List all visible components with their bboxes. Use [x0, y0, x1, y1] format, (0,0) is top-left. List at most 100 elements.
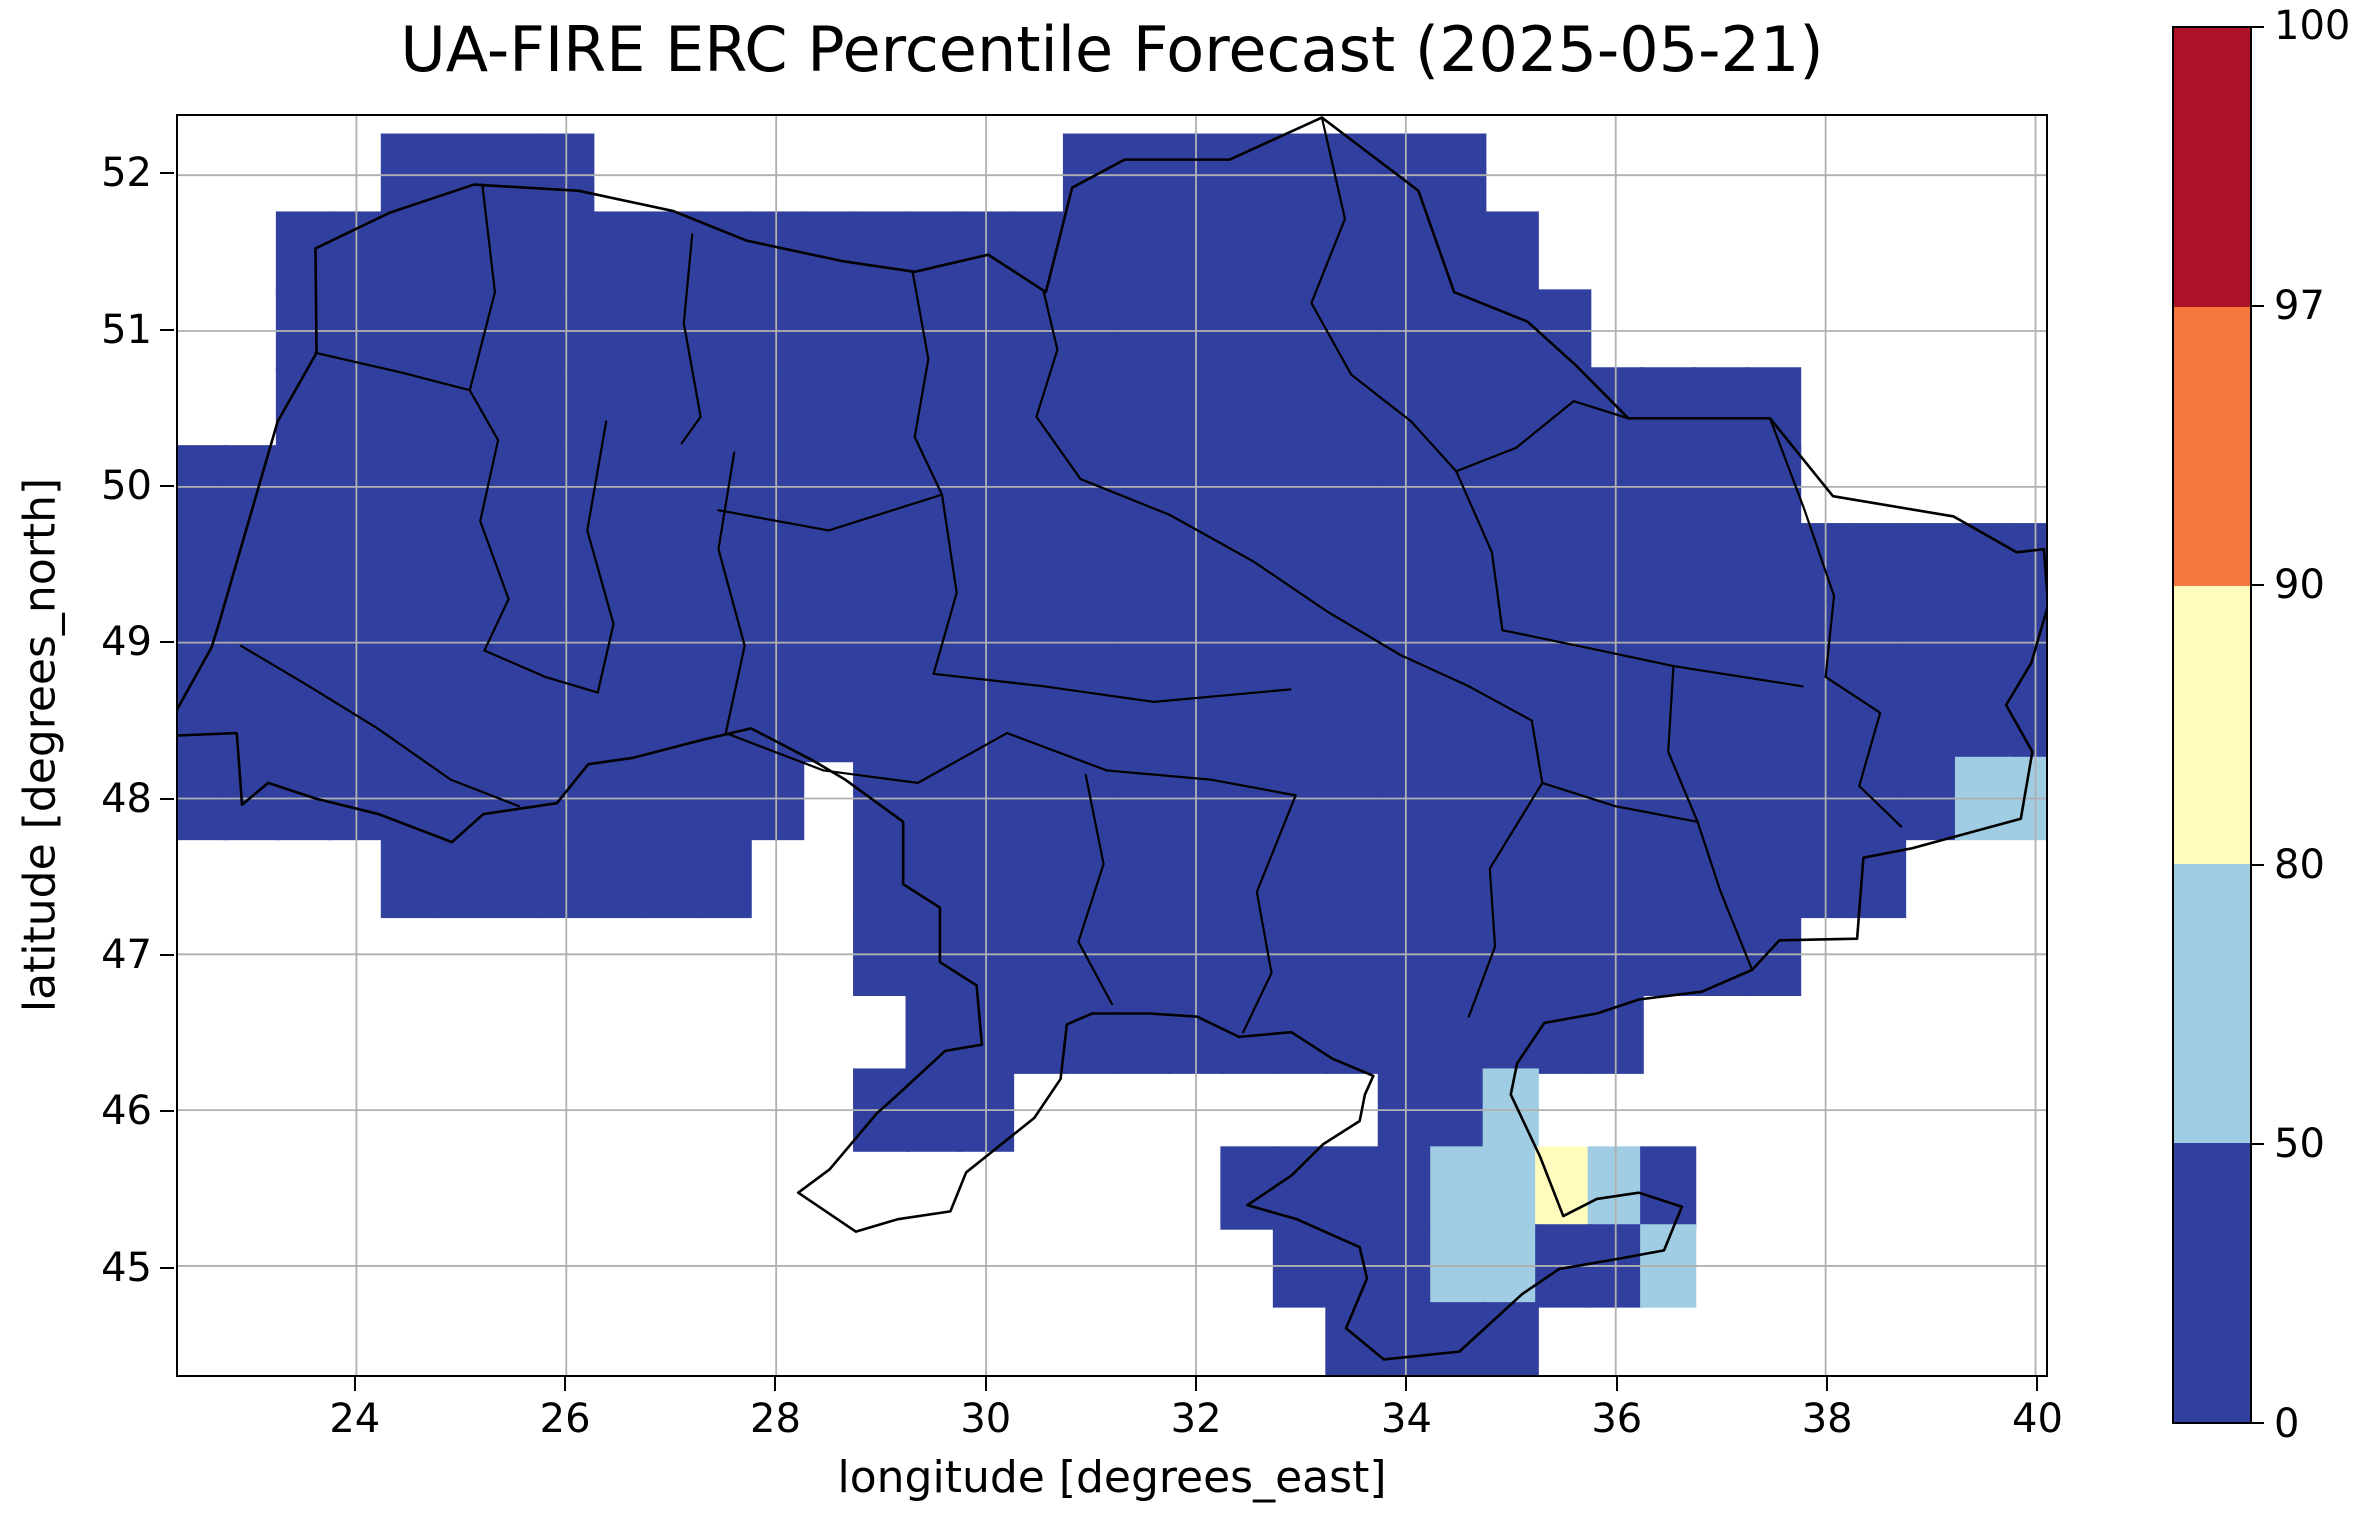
map-cell: [800, 523, 857, 607]
map-cell: [433, 211, 490, 295]
map-svg: [178, 116, 2046, 1375]
map-cell: [1902, 678, 1959, 763]
map-cell: [1220, 211, 1277, 295]
x-tick-label: 34: [1381, 1396, 1432, 1442]
map-cell: [800, 678, 857, 763]
map-cell: [1220, 367, 1277, 451]
map-cell: [1482, 367, 1539, 451]
map-cell: [1062, 523, 1120, 607]
y-tick-mark: [160, 1110, 174, 1113]
oblast-boundary: [1469, 783, 1542, 1017]
colorbar-tick-label: 100: [2274, 3, 2351, 49]
map-cell: [1482, 678, 1539, 763]
map-cell: [1482, 990, 1539, 1074]
map-cell: [853, 678, 910, 763]
colorbar-tick-label: 0: [2274, 1401, 2300, 1447]
map-cell: [1482, 1146, 1539, 1230]
x-tick-mark: [564, 1377, 567, 1391]
y-tick-mark: [160, 172, 174, 175]
colorbar-tick-mark: [2252, 304, 2264, 307]
map-cell: [1272, 834, 1329, 919]
map-cell: [275, 523, 333, 607]
map-cell: [590, 523, 647, 607]
oblast-boundary: [1532, 721, 1698, 822]
colorbar-segment: [2174, 306, 2250, 586]
map-cell: [433, 834, 490, 919]
map-cell: [1010, 834, 1067, 919]
x-tick-mark: [1615, 1377, 1618, 1391]
map-cell: [380, 834, 437, 919]
oblast-boundary: [1036, 292, 1080, 479]
map-cell: [590, 367, 647, 451]
map-cell: [1535, 523, 1592, 607]
colorbar-tick-label: 50: [2274, 1121, 2325, 1168]
oblast-boundary: [1351, 375, 1456, 472]
y-tick-label: 51: [101, 306, 152, 353]
map-cell: [1640, 523, 1697, 607]
map-cell: [643, 523, 700, 607]
map-cell: [1325, 211, 1382, 295]
colorbar-tick-mark: [2252, 863, 2264, 866]
chart-title: UA-FIRE ERC Percentile Forecast (2025-05…: [400, 13, 1824, 86]
x-tick-mark: [984, 1377, 987, 1391]
colorbar-tick-mark: [2252, 26, 2264, 28]
map-cell: [1115, 211, 1172, 295]
y-tick-label: 49: [101, 619, 152, 666]
oblast-boundary: [726, 733, 1007, 783]
oblast-boundary: [1456, 401, 1628, 471]
oblast-boundary: [315, 353, 469, 390]
y-tick-mark: [160, 1266, 174, 1269]
map-cell: [590, 678, 647, 763]
x-tick-mark: [1405, 1377, 1408, 1391]
map-cell: [1482, 211, 1539, 295]
map-cell: [853, 367, 910, 451]
colorbar-segment: [2174, 1143, 2250, 1422]
colorbar: [2172, 26, 2252, 1424]
map-cell: [800, 367, 857, 451]
x-tick-label: 32: [1170, 1396, 1222, 1442]
map-cell: [1062, 990, 1120, 1074]
map-cell: [1692, 523, 1749, 607]
y-tick-mark: [160, 797, 174, 800]
map-cell: [1325, 1146, 1382, 1230]
map-cell: [1115, 367, 1172, 451]
oblast-boundary: [913, 272, 942, 495]
oblast-boundary: [718, 453, 744, 733]
map-cell: [695, 834, 752, 919]
oblast-boundary: [1698, 822, 1753, 970]
map-cell: [1220, 523, 1277, 607]
map-cell: [1954, 678, 2012, 763]
oblast-boundary: [1668, 666, 1697, 822]
x-tick-label: 40: [2012, 1396, 2063, 1442]
colorbar-tick-mark: [2252, 1143, 2264, 1146]
map-cell: [1325, 834, 1382, 919]
map-cell: [695, 678, 752, 763]
y-tick-mark: [160, 953, 174, 956]
y-tick-label: 46: [101, 1088, 152, 1135]
map-cell: [695, 211, 752, 295]
oblast-boundary: [587, 421, 613, 692]
oblast-boundary: [470, 185, 498, 441]
oblast-boundary: [1243, 795, 1295, 1032]
country-boundary: [178, 118, 2046, 1360]
map-cell: [1430, 678, 1487, 763]
y-tick-mark: [160, 485, 174, 488]
map-cell: [853, 211, 910, 295]
map-cell: [1062, 211, 1120, 295]
map-cell: [1010, 678, 1067, 763]
x-tick-mark: [1195, 1377, 1198, 1391]
map-cell: [1482, 523, 1539, 607]
map-cell: [1272, 523, 1329, 607]
map-cell: [853, 834, 910, 919]
colorbar-tick-label: 97: [2274, 282, 2325, 329]
x-tick-mark: [353, 1377, 356, 1391]
x-tick-label: 38: [1801, 1396, 1853, 1442]
oblast-boundary: [1078, 775, 1112, 1004]
map-cell: [1640, 834, 1697, 919]
oblast-boundary: [718, 495, 942, 531]
map-cell: [1535, 834, 1592, 919]
map-cell: [1272, 1146, 1329, 1230]
map-cell: [1220, 834, 1277, 919]
y-tick-label: 45: [101, 1244, 152, 1291]
map-cell: [905, 990, 962, 1074]
